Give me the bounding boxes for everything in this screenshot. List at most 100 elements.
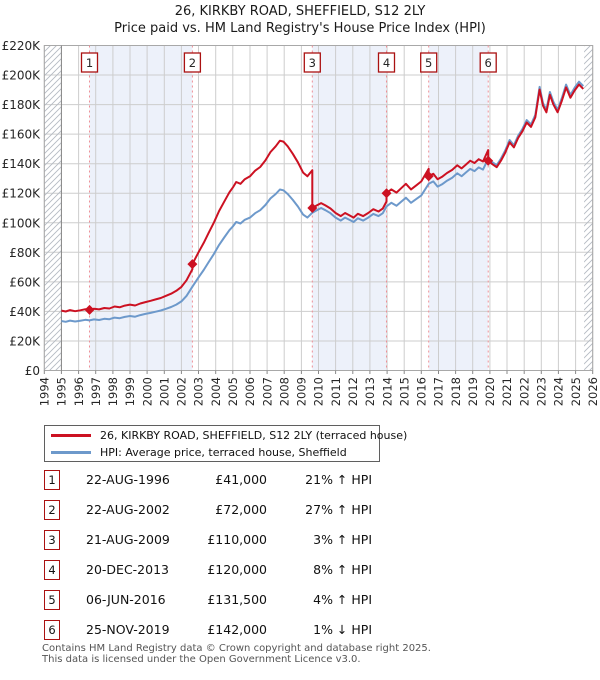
sale-number-label: 2 <box>189 56 196 70</box>
x-axis-year-label: 2010 <box>312 377 326 406</box>
x-axis-year-label: 2026 <box>586 377 600 406</box>
sale-vs-hpi: 3% ↑ HPI <box>313 532 372 547</box>
sale-marker-diamond <box>84 304 95 315</box>
sale-row: 5 06-JUN-2016 £131,500 4% ↑ HPI <box>0 590 600 612</box>
sale-number-badge: 5 <box>44 590 60 610</box>
sale-vs-hpi: 4% ↑ HPI <box>313 592 372 607</box>
x-axis-year-label: 2020 <box>483 377 497 406</box>
x-axis-year-label: 2013 <box>363 377 377 406</box>
sale-marker-diamond <box>381 188 392 199</box>
sale-number-box <box>377 52 396 73</box>
x-axis-year-label: 1999 <box>123 377 137 406</box>
x-axis-year-label: 1997 <box>89 377 103 406</box>
sale-number-label: 4 <box>383 56 390 70</box>
sale-price: £120,000 <box>207 562 267 577</box>
sale-row: 3 21-AUG-2009 £110,000 3% ↑ HPI <box>0 530 600 552</box>
x-axis-year-label: 2007 <box>260 377 274 406</box>
x-axis-year-label: 2016 <box>415 377 429 406</box>
x-axis-year-label: 2015 <box>397 377 411 406</box>
sale-marker-diamond <box>307 203 318 213</box>
x-axis-year-label: 2017 <box>432 377 446 406</box>
sale-vs-hpi: 1% ↓ HPI <box>313 622 372 637</box>
sale-row: 1 22-AUG-1996 £41,000 21% ↑ HPI <box>0 470 600 492</box>
sale-date: 25-NOV-2019 <box>86 622 170 637</box>
license-text-line1: Contains HM Land Registry data © Crown c… <box>42 643 431 654</box>
between-sales-band <box>89 45 193 371</box>
sale-marker-diamond <box>483 155 494 166</box>
x-axis-year-label: 2012 <box>346 377 360 406</box>
x-axis-year-label: 2019 <box>466 377 480 406</box>
sale-marker-diamond <box>187 259 198 270</box>
x-axis-year-label: 2024 <box>552 377 566 406</box>
y-axis-tick-label: £40K <box>9 305 41 319</box>
x-axis-year-label: 2005 <box>226 377 240 406</box>
sale-price: £72,000 <box>215 502 267 517</box>
sale-price: £110,000 <box>207 532 267 547</box>
price-history-chart: 1 2 3 4 5 6 £0 £20K £40K £60K £80K £100K £120K £140K £… <box>2 39 600 406</box>
sale-number-badge: 4 <box>44 560 60 580</box>
sale-number-box <box>303 52 321 73</box>
license-text-line2: This data is licensed under the Open Gov… <box>42 654 361 665</box>
y-axis-tick-label: £20K <box>9 335 41 349</box>
x-axis-year-label: 2023 <box>535 377 549 406</box>
x-axis-year-label: 2014 <box>380 377 394 406</box>
sale-date: 20-DEC-2013 <box>86 562 169 577</box>
sale-number-badge: 6 <box>44 620 60 640</box>
sale-vs-hpi: 8% ↑ HPI <box>313 562 372 577</box>
between-sales-band <box>312 45 387 371</box>
sale-number-label: 5 <box>425 56 432 70</box>
sale-price: £41,000 <box>215 472 267 487</box>
x-axis-year-label: 2008 <box>277 377 291 406</box>
page-subtitle: Price paid vs. HM Land Registry's House … <box>114 21 486 36</box>
y-axis-tick-label: £200K <box>2 69 42 83</box>
x-axis-year-label: 1998 <box>106 377 120 406</box>
sale-row: 2 22-AUG-2002 £72,000 27% ↑ HPI <box>0 500 600 522</box>
hpi-line-swatch <box>51 451 91 454</box>
x-axis-year-label: 2022 <box>517 377 531 406</box>
y-axis-tick-label: £160K <box>2 128 42 142</box>
legend-label-hpi: HPI: Average price, terraced house, Shef… <box>100 446 347 459</box>
x-axis-year-label: 2002 <box>175 377 189 406</box>
x-axis-year-label: 1995 <box>55 377 69 406</box>
legend-label-property: 26, KIRKBY ROAD, SHEFFIELD, S12 2LY (ter… <box>100 429 408 442</box>
x-axis-year-label: 2018 <box>449 377 463 406</box>
x-axis-year-label: 2004 <box>209 377 223 406</box>
sale-price: £131,500 <box>207 592 267 607</box>
sale-number-box <box>420 52 438 73</box>
y-axis-tick-label: £140K <box>2 157 42 171</box>
sale-number-badge: 3 <box>44 530 60 550</box>
sale-number-badge: 2 <box>44 500 60 520</box>
x-axis-year-label: 2003 <box>192 377 206 406</box>
sale-row: 6 25-NOV-2019 £142,000 1% ↓ HPI <box>0 620 600 642</box>
x-axis-year-label: 2001 <box>158 377 172 406</box>
y-axis-tick-label: £100K <box>2 216 42 230</box>
sale-row: 4 20-DEC-2013 £120,000 8% ↑ HPI <box>0 560 600 582</box>
property-line-swatch <box>51 434 91 437</box>
sale-number-label: 6 <box>485 56 492 70</box>
x-axis-year-label: 2009 <box>295 377 309 406</box>
sale-number-label: 3 <box>309 56 316 70</box>
y-axis-tick-label: £220K <box>2 39 42 53</box>
y-axis-tick-label: £60K <box>9 275 41 289</box>
legend-entry-property: 26, KIRKBY ROAD, SHEFFIELD, S12 2LY (ter… <box>51 427 407 444</box>
no-data-hatch <box>44 45 62 371</box>
sale-date: 06-JUN-2016 <box>86 592 166 607</box>
y-axis-tick-label: £120K <box>2 187 42 201</box>
x-axis-year-label: 2000 <box>140 377 154 406</box>
legend-entry-hpi: HPI: Average price, terraced house, Shef… <box>51 444 347 461</box>
sale-vs-hpi: 27% ↑ HPI <box>305 502 372 517</box>
sale-price: £142,000 <box>207 622 267 637</box>
sale-number-box <box>479 52 497 73</box>
sale-number-label: 1 <box>86 56 93 70</box>
y-axis-tick-label: £0 <box>25 364 40 378</box>
x-axis-year-label: 2011 <box>329 377 343 406</box>
x-axis-year-label: 2025 <box>569 377 583 406</box>
x-axis-year-label: 2006 <box>243 377 257 406</box>
no-data-hatch <box>584 45 593 371</box>
x-axis-year-label: 1996 <box>72 377 86 406</box>
sale-number-badge: 1 <box>44 470 60 490</box>
y-axis-tick-label: £180K <box>2 98 42 112</box>
sale-date: 21-AUG-2009 <box>86 532 170 547</box>
sale-number-box <box>183 52 202 73</box>
